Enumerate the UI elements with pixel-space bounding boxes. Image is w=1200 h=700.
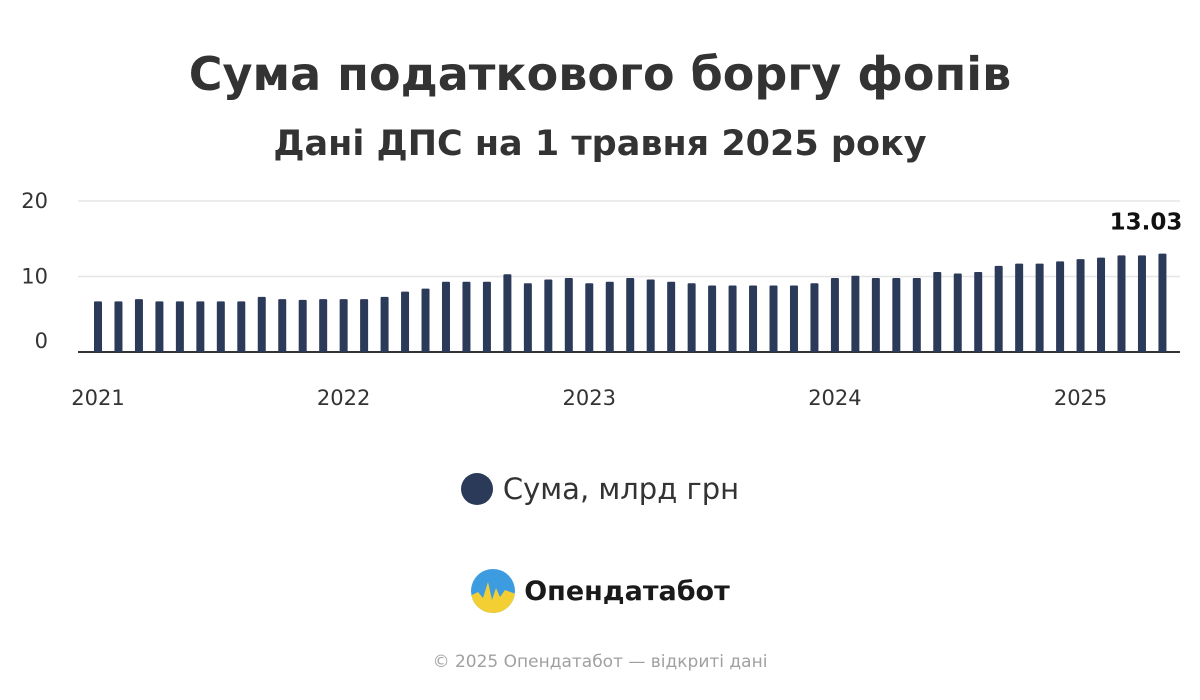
bar[interactable] bbox=[196, 301, 205, 352]
bar[interactable] bbox=[626, 278, 635, 352]
bar-chart: 0 10 20 2021 2022 2023 2024 2025 13.03 bbox=[21, 189, 1183, 410]
x-tick-label: 2021 bbox=[71, 386, 124, 410]
bar[interactable] bbox=[851, 275, 860, 352]
data-label: 13.03 bbox=[1110, 210, 1183, 236]
bar[interactable] bbox=[871, 278, 880, 352]
bar[interactable] bbox=[585, 283, 594, 352]
data-labels: 13.03 bbox=[1110, 210, 1183, 236]
bar[interactable] bbox=[1137, 255, 1146, 352]
bar[interactable] bbox=[830, 278, 839, 352]
brand: Опендатабот bbox=[0, 568, 1200, 614]
x-axis-ticks: 2021 2022 2023 2024 2025 bbox=[71, 386, 1107, 410]
bar[interactable] bbox=[462, 281, 471, 352]
y-tick-label: 20 bbox=[21, 189, 48, 213]
chart-subtitle: Дані ДПС на 1 травня 2025 року bbox=[273, 124, 927, 164]
bar[interactable] bbox=[1056, 261, 1065, 352]
bar[interactable] bbox=[380, 296, 389, 352]
bar[interactable] bbox=[278, 299, 287, 352]
bar[interactable] bbox=[339, 299, 348, 352]
bar[interactable] bbox=[1076, 259, 1085, 352]
bar[interactable] bbox=[1097, 257, 1106, 352]
bar[interactable] bbox=[298, 299, 307, 352]
x-tick-label: 2025 bbox=[1054, 386, 1107, 410]
bar[interactable] bbox=[892, 278, 901, 352]
bars bbox=[94, 253, 1167, 352]
x-tick-label: 2022 bbox=[317, 386, 370, 410]
bar[interactable] bbox=[605, 281, 614, 352]
bar[interactable] bbox=[1015, 263, 1024, 352]
bar[interactable] bbox=[155, 301, 164, 352]
bar[interactable] bbox=[482, 281, 491, 352]
bar[interactable] bbox=[94, 301, 102, 352]
bar[interactable] bbox=[1117, 255, 1126, 352]
bar[interactable] bbox=[1035, 263, 1044, 352]
bar[interactable] bbox=[769, 285, 778, 352]
bar[interactable] bbox=[912, 278, 921, 352]
bar[interactable] bbox=[810, 283, 819, 352]
bar[interactable] bbox=[114, 301, 123, 352]
bar[interactable] bbox=[421, 288, 430, 352]
bar[interactable] bbox=[564, 278, 573, 352]
bar[interactable] bbox=[728, 285, 737, 352]
bar[interactable] bbox=[544, 279, 553, 352]
footer-text: © 2025 Опендатабот — відкриті дані bbox=[432, 652, 768, 672]
bar[interactable] bbox=[646, 279, 655, 352]
y-tick-label: 10 bbox=[21, 265, 48, 289]
bar[interactable] bbox=[441, 281, 450, 352]
legend-label: Сума, млрд грн bbox=[502, 472, 740, 506]
x-tick-label: 2024 bbox=[808, 386, 861, 410]
bar[interactable] bbox=[953, 273, 962, 352]
bar[interactable] bbox=[175, 301, 184, 352]
bar[interactable] bbox=[237, 301, 246, 352]
bar[interactable] bbox=[503, 274, 512, 352]
bar[interactable] bbox=[134, 299, 143, 352]
bar[interactable] bbox=[319, 299, 328, 352]
legend-marker bbox=[460, 473, 493, 505]
y-tick-label: 0 bbox=[35, 329, 48, 353]
bar[interactable] bbox=[749, 285, 758, 352]
bar[interactable] bbox=[687, 283, 696, 352]
legend[interactable]: Сума, млрд грн bbox=[0, 472, 1200, 506]
opendatabot-logo-icon bbox=[471, 569, 516, 613]
bar[interactable] bbox=[974, 271, 983, 352]
bar[interactable] bbox=[667, 281, 676, 352]
y-axis-ticks: 0 10 20 bbox=[21, 189, 48, 353]
bar[interactable] bbox=[216, 301, 225, 352]
bar[interactable] bbox=[1158, 253, 1167, 352]
bar[interactable] bbox=[257, 296, 266, 352]
bar[interactable] bbox=[994, 265, 1003, 352]
bar[interactable] bbox=[523, 283, 532, 352]
bar[interactable] bbox=[933, 271, 942, 352]
chart-title: Сума податкового боргу фопів bbox=[188, 47, 1012, 101]
bar[interactable] bbox=[789, 285, 798, 352]
bar[interactable] bbox=[360, 299, 369, 352]
bar[interactable] bbox=[708, 285, 717, 352]
brand-name: Опендатабот bbox=[524, 575, 730, 607]
x-tick-label: 2023 bbox=[563, 386, 616, 410]
bar[interactable] bbox=[401, 291, 410, 352]
